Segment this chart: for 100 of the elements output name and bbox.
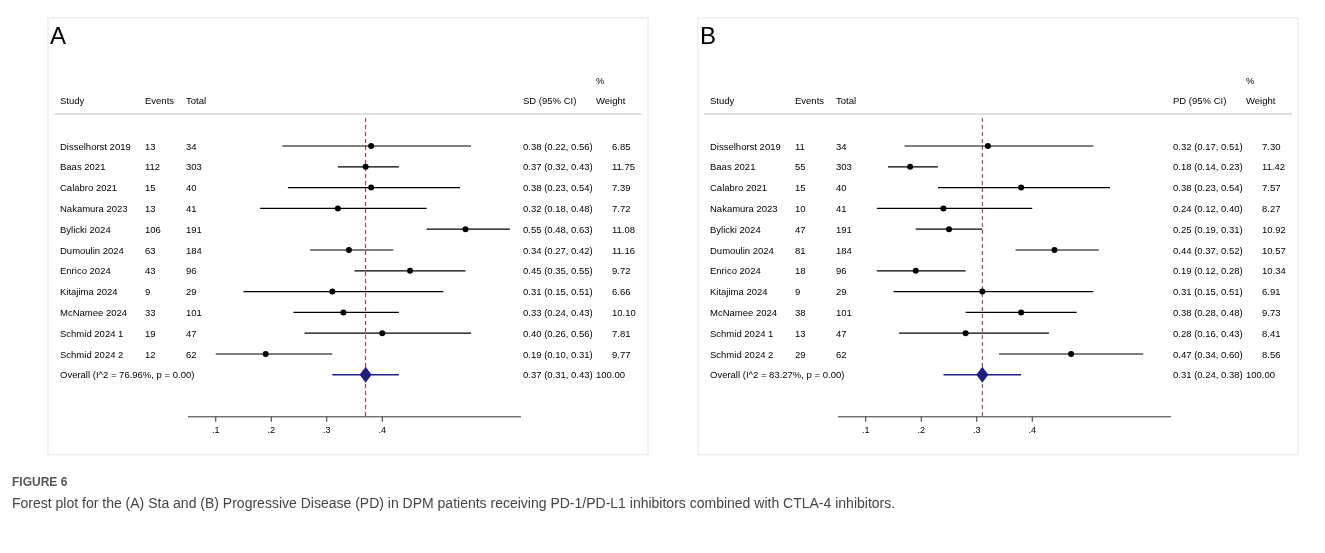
text: 10.10 <box>612 306 636 318</box>
annotation: 41 <box>836 202 847 214</box>
y-tick-label: Disselhorst 2019 <box>710 140 781 152</box>
text: % <box>596 75 605 86</box>
data-label: 0.32 (0.18, 0.48) <box>523 202 593 214</box>
text: 43 <box>145 265 156 277</box>
point <box>362 163 369 170</box>
text: 15 <box>145 182 156 194</box>
point <box>1018 309 1025 316</box>
text: 11.42 <box>1262 161 1286 173</box>
annotation: 191 <box>186 223 202 235</box>
text: Total <box>186 95 207 106</box>
y-tick-label: Calabro 2021 <box>60 182 118 194</box>
text: PD (95% CI) <box>1173 95 1227 106</box>
x-tick-label: .3 <box>972 424 981 435</box>
data-label: 0.40 (0.26, 0.56) <box>523 327 593 339</box>
data-label: 0.31 (0.15, 0.51) <box>1173 286 1243 298</box>
text: 7.72 <box>612 202 631 214</box>
y-tick-label: Schmid 2024 2 <box>60 348 124 360</box>
data-label: 0.32 (0.17, 0.51) <box>1173 140 1243 152</box>
point <box>329 288 336 295</box>
annotation: 101 <box>836 306 852 318</box>
point <box>976 366 989 383</box>
x-tick-label: .2 <box>917 424 926 435</box>
text: 6.66 <box>612 286 631 298</box>
point <box>940 205 947 212</box>
annotation: 29 <box>836 286 847 298</box>
annotation: 41 <box>186 202 197 214</box>
point <box>345 247 352 253</box>
point <box>984 143 991 149</box>
y-tick-label: Kitajima 2024 <box>710 286 768 298</box>
text: 100.00 <box>1246 369 1276 381</box>
text: 100.00 <box>596 369 626 381</box>
data-label: 0.37 (0.32, 0.43) <box>523 161 593 173</box>
point <box>379 330 386 337</box>
text: 13 <box>145 202 156 214</box>
data-label: 0.45 (0.35, 0.55) <box>523 265 593 277</box>
annotation: 101 <box>186 306 202 318</box>
text: 7.39 <box>612 182 631 194</box>
data-label: 0.24 (0.12, 0.40) <box>1173 202 1243 214</box>
data-label: 0.19 (0.12, 0.28) <box>1173 265 1243 277</box>
data-label: 0.33 (0.24, 0.43) <box>523 306 593 318</box>
y-tick-label: Schmid 2024 2 <box>710 348 774 360</box>
text: 106 <box>145 223 161 235</box>
text: 8.56 <box>1262 348 1281 360</box>
text: FIGURE 6 <box>12 475 68 489</box>
point <box>334 205 341 212</box>
text: Forest plot for the (A) Sta and (B) Progressive Disease (PD) in DPM patients receiving PD-1/PD-L1 inhibitors combined with CTLA-4 inhibitors. <box>12 495 896 511</box>
text: 55 <box>795 161 806 173</box>
data-label: 0.34 (0.27, 0.42) <box>523 244 593 256</box>
x-tick-label: .1 <box>861 424 870 435</box>
point <box>1018 184 1025 191</box>
text: 63 <box>145 244 156 256</box>
annotation: 47 <box>186 327 197 339</box>
text: 7.30 <box>1262 140 1281 152</box>
x-tick-label: .2 <box>267 424 276 435</box>
annotation: 303 <box>836 161 852 173</box>
text: 11 <box>795 140 805 152</box>
text: 47 <box>795 223 806 235</box>
data-label: 0.18 (0.14, 0.23) <box>1173 161 1243 173</box>
point <box>368 143 375 149</box>
annotation: 184 <box>186 244 202 256</box>
text: 12 <box>145 348 156 360</box>
point <box>407 267 413 274</box>
data-label: 0.44 (0.37, 0.52) <box>1173 244 1243 256</box>
y-tick-label: Bylicki 2024 <box>710 223 761 235</box>
annotation: 40 <box>836 182 847 194</box>
point <box>1068 351 1075 357</box>
data-label: 0.19 (0.10, 0.31) <box>523 348 593 360</box>
annotation: 34 <box>186 140 197 152</box>
annotation: 303 <box>186 161 202 173</box>
text: Events <box>795 95 825 106</box>
annotation: 47 <box>836 327 847 339</box>
text: 81 <box>795 244 806 256</box>
text: 15 <box>795 182 806 194</box>
y-tick-label: Calabro 2021 <box>710 182 768 194</box>
chart-title: B <box>700 22 717 49</box>
text: 6.85 <box>612 140 631 152</box>
text: 29 <box>795 348 806 360</box>
y-tick-label: Overall (I^2 = 83.27%, p = 0.00) <box>710 369 845 381</box>
text: 11.75 <box>612 161 636 173</box>
data-label: 0.31 (0.15, 0.51) <box>523 286 593 298</box>
text: 9 <box>795 286 801 298</box>
point <box>340 309 347 316</box>
point <box>462 226 469 233</box>
y-tick-label: Schmid 2024 1 <box>710 327 774 339</box>
annotation: 29 <box>186 286 197 298</box>
y-tick-label: Nakamura 2023 <box>60 202 128 214</box>
text: 8.27 <box>1262 202 1281 214</box>
text: % <box>1246 75 1255 86</box>
annotation: 62 <box>186 348 197 360</box>
text: 7.81 <box>612 327 631 339</box>
point <box>979 288 986 295</box>
annotation: 62 <box>836 348 847 360</box>
point <box>359 366 372 383</box>
point <box>912 267 919 274</box>
text: Weight <box>1246 95 1276 106</box>
text: Events <box>145 95 175 106</box>
point <box>962 330 969 337</box>
data-label: 0.38 (0.23, 0.54) <box>1173 182 1243 194</box>
